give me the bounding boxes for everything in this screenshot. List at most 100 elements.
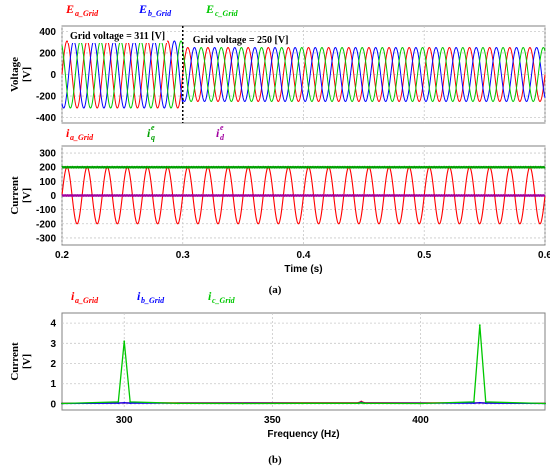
annotation-before: Grid voltage = 311 [V] [70,31,165,42]
legend-superscript: e [151,123,155,132]
x-axis-label: Time (s) [284,264,322,275]
y-tick-label: 0 [50,399,56,410]
legend-label: E [205,2,214,16]
y-tick-label: 200 [39,48,56,59]
legend-subscript: d [220,133,225,142]
data-point [478,324,481,327]
legend-entry: i eq [147,123,155,142]
data-point [357,402,360,405]
y-tick-label: 200 [39,163,56,174]
x-tick-label: 0.5 [417,250,431,261]
legend-entry: i ed [216,123,225,142]
y-tick-label: -100 [36,205,56,216]
y-tick-label: 0 [50,70,56,81]
data-point [176,402,179,405]
y-axis-label: Voltage [V] [9,57,33,92]
data-point [419,402,422,405]
series-line-iq_e [61,165,546,169]
legend-subscript: a_Grid [70,133,94,142]
data-point [472,401,475,403]
voltage-panel: 400 200 0 -200 -400 Voltage [V] Grid voltage = … [9,2,546,124]
legend-subscript: c_Grid [215,9,239,18]
y-axis-label-line: Voltage [9,57,21,92]
series-line-E_c_Grid [61,40,546,109]
y-axis-label-line: Current [9,342,21,381]
data-point [129,401,132,403]
legend-entry: i a_Grid [71,289,99,305]
legend-label: i [71,289,75,303]
annotation-background [68,30,168,43]
data-point [61,402,63,405]
y-tick-label: 3 [50,339,56,350]
y-axis-label-line: Current [9,176,21,215]
legend-label: E [65,2,74,16]
x-tick-label: 0.3 [176,250,190,261]
legend-label: i [208,289,212,303]
legend-subscript: a_Grid [75,296,99,305]
y-axis-label-line: [V] [21,188,33,203]
annotation-background [190,34,291,47]
legend-label: E [138,2,147,16]
legend-label: i [147,126,151,140]
legend-subscript: b_Grid [141,296,165,305]
data-point [360,402,363,404]
data-point [544,402,546,405]
x-tick-label: 400 [412,415,429,426]
y-tick-label: -200 [36,219,56,230]
legend-entry: i c_Grid [208,289,236,305]
legend-label: i [137,289,141,303]
x-axis-label: Frequency (Hz) [267,429,339,440]
caption-b: (b) [268,454,282,466]
x-tick-label: 350 [264,415,281,426]
series-line-E_a_Grid [61,40,546,109]
data-point [484,401,487,403]
legend-subscript: b_Grid [148,9,172,18]
legend-subscript: q [151,133,155,142]
plot-frame [61,312,546,411]
current-panel: 300 200 100 0 -100 -200 -300 0.2 0.3 0.4 0.5 0.6 Tim… [9,123,550,296]
data-point [478,401,481,404]
y-tick-label: 0 [50,191,56,202]
legend-subscript: a_Grid [75,9,99,18]
data-point [301,402,303,405]
legend-superscript: e [220,123,224,132]
series-group [61,40,546,109]
x-tick-label: 300 [116,415,133,426]
data-point [117,401,120,403]
y-axis-label-line: [V] [21,354,33,369]
y-tick-label: 100 [39,177,56,188]
series-group [61,324,546,405]
legend-label: i [66,126,70,140]
legend-entry: i a_Grid [66,126,94,142]
y-tick-label: -300 [36,233,56,244]
annotation-after: Grid voltage = 250 [V] [193,35,289,46]
legend-label: i [216,126,220,140]
data-point [363,402,366,405]
y-tick-label: 300 [39,149,56,160]
x-tick-label: 0.2 [55,250,69,261]
y-tick-label: -200 [36,92,56,103]
series-line-E_b_Grid [61,40,546,109]
x-tick-label: 0.4 [297,250,311,261]
y-axis-label-line: [V] [21,67,33,82]
legend-entry: i b_Grid [137,289,165,305]
y-axis-label: Current [V] [9,342,33,381]
x-tick-label: 0.6 [538,250,550,261]
y-tick-label: 2 [50,359,56,370]
series-line-id_e [61,193,546,198]
legend-subscript: c_Grid [212,296,236,305]
y-tick-label: 4 [50,319,56,330]
y-tick-label: 1 [50,379,56,390]
y-tick-label: -400 [36,113,56,124]
series-group [61,165,546,225]
caption-a: (a) [269,284,282,296]
y-axis-label: Current [V] [9,176,33,215]
data-point [123,401,126,404]
data-point [123,340,126,343]
data-point [241,402,244,405]
